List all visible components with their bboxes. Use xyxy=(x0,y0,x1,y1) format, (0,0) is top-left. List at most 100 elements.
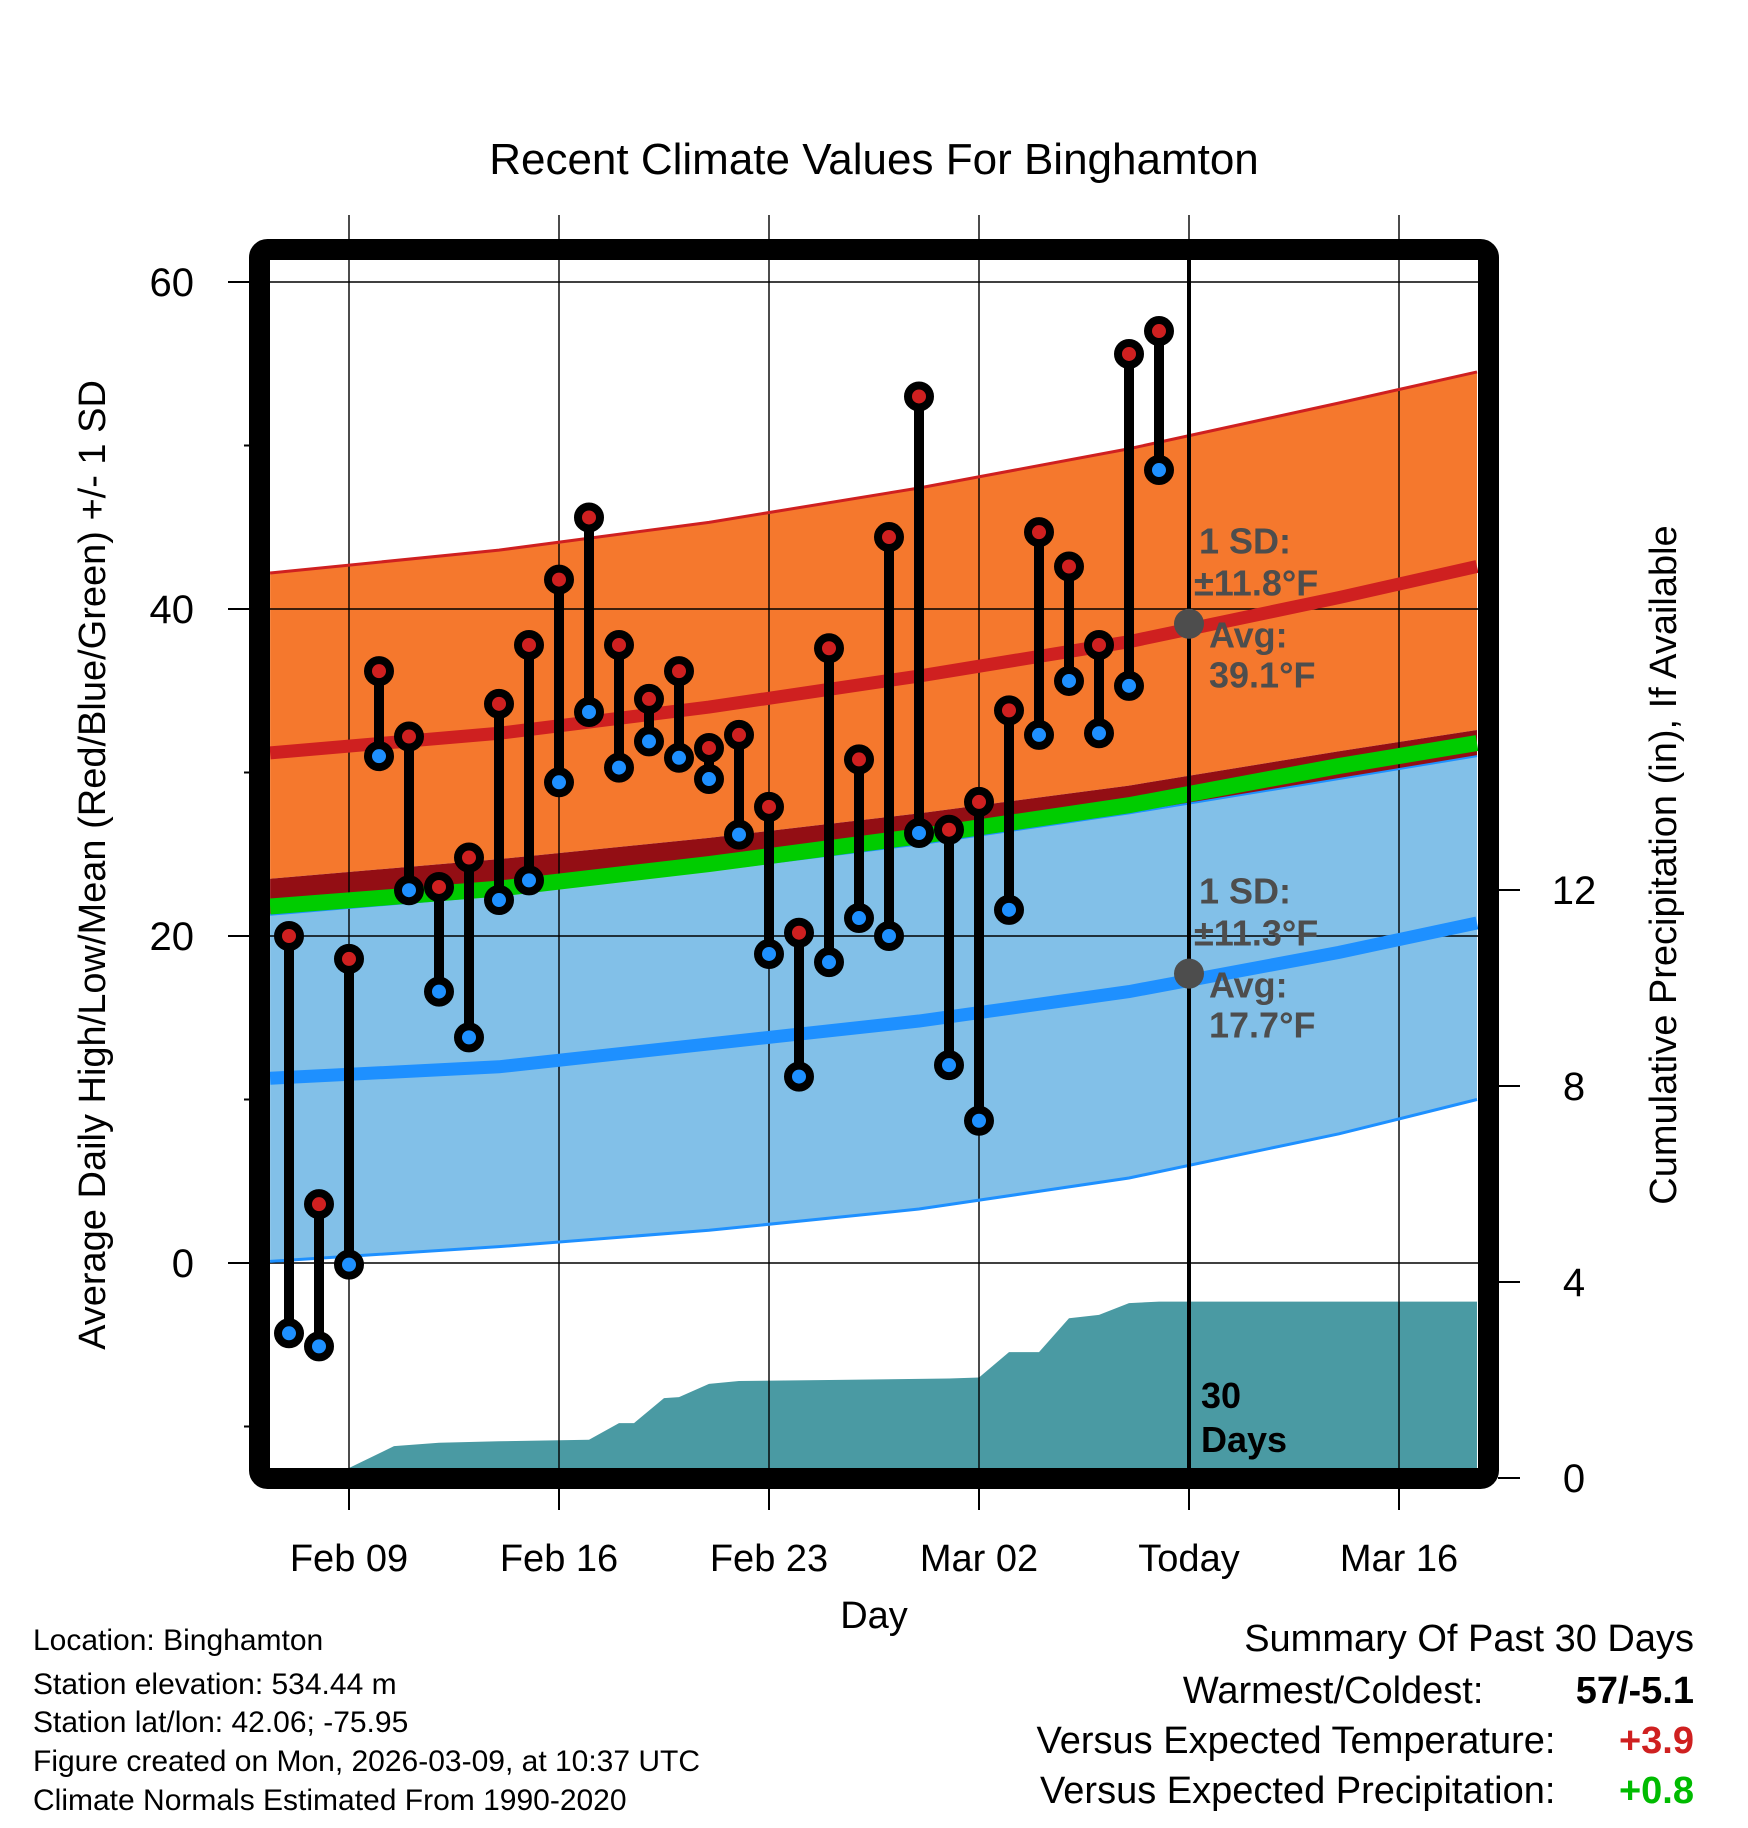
precip-anomaly-label: Versus Expected Precipitation: xyxy=(1040,1770,1556,1812)
high-avg-annotation: 39.1°F xyxy=(1209,655,1315,696)
daily-high-marker xyxy=(1114,338,1144,369)
y-axis-label: Average Daily High/Low/Mean (Red/Blue/Gr… xyxy=(72,380,114,1350)
daily-stems xyxy=(274,316,1174,1362)
daily-high-marker xyxy=(574,502,604,533)
y-tick-label: 20 xyxy=(150,915,195,959)
x-tick-label: Today xyxy=(1138,1538,1239,1580)
daily-high-marker xyxy=(904,381,934,412)
daily-record xyxy=(1144,316,1174,486)
daily-high-marker xyxy=(694,732,724,763)
precip-anomaly-value: +0.8 xyxy=(1618,1770,1694,1812)
daily-high-marker xyxy=(364,656,394,687)
summary-warmest-coldest: Warmest/Coldest: 57/-5.1 xyxy=(1183,1670,1694,1713)
daily-low-marker xyxy=(994,894,1024,925)
footer-location: Location: Binghamton xyxy=(33,1624,324,1657)
daily-high-marker xyxy=(1144,316,1174,347)
daily-record xyxy=(994,695,1024,925)
daily-low-marker xyxy=(664,742,694,773)
daily-high-marker xyxy=(1054,551,1084,582)
daily-high-marker xyxy=(994,695,1024,726)
daily-record xyxy=(304,1189,334,1362)
daily-low-marker xyxy=(724,819,754,850)
x-axis-label: Day xyxy=(840,1595,908,1637)
daily-low-marker xyxy=(634,726,664,757)
daily-high-marker xyxy=(514,629,544,660)
daily-record xyxy=(1024,517,1054,750)
daily-record xyxy=(1084,629,1114,749)
daily-low-marker xyxy=(394,875,424,906)
daily-low-marker xyxy=(1024,719,1054,750)
y-tick-label: 40 xyxy=(150,588,195,632)
daily-record xyxy=(1114,338,1144,701)
high-avg-marker xyxy=(1174,608,1204,639)
y-tick-label: 0 xyxy=(172,1242,194,1286)
daily-low-marker xyxy=(604,752,634,783)
high-avg-annotation: Avg: xyxy=(1209,615,1288,656)
daily-record xyxy=(424,871,454,1007)
x-tick-label: Feb 23 xyxy=(710,1538,828,1580)
daily-low-marker xyxy=(1114,670,1144,701)
daily-record xyxy=(724,719,754,850)
low-avg-annotation: 17.7°F xyxy=(1209,1005,1315,1046)
daily-high-marker xyxy=(1024,517,1054,548)
daily-low-marker xyxy=(454,1022,484,1053)
daily-low-marker xyxy=(514,865,544,896)
daily-record xyxy=(574,502,604,728)
y2-axis-label: Cumulative Precipitation (in), If Availa… xyxy=(1643,525,1685,1204)
daily-low-marker xyxy=(754,938,784,969)
daily-high-marker xyxy=(634,683,664,714)
daily-record xyxy=(874,522,904,951)
daily-record xyxy=(544,564,574,798)
x-tick-label: Feb 09 xyxy=(290,1538,408,1580)
summary-temp: Versus Expected Temperature: +3.9 xyxy=(1037,1720,1694,1763)
daily-record xyxy=(904,381,934,848)
warmest-coldest-label: Warmest/Coldest: xyxy=(1182,1670,1484,1712)
daily-record xyxy=(334,943,364,1280)
daily-record xyxy=(964,786,994,1136)
daily-high-marker xyxy=(604,629,634,660)
y2-tick-label: 4 xyxy=(1563,1261,1585,1305)
daily-high-marker xyxy=(424,871,454,902)
chart-title: Recent Climate Values For Binghamton xyxy=(489,135,1259,184)
daily-record xyxy=(274,921,304,1349)
daily-low-marker xyxy=(334,1249,364,1280)
precip-area-group xyxy=(349,1301,1477,1468)
high-sd-annotation: 1 SD: xyxy=(1199,521,1291,562)
daily-record xyxy=(394,721,424,906)
y-tick-label: 60 xyxy=(150,261,195,305)
low-avg-annotation: Avg: xyxy=(1209,965,1288,1006)
daily-record xyxy=(814,633,844,978)
normal-bands xyxy=(270,371,1478,1262)
daily-high-marker xyxy=(874,522,904,553)
daily-high-marker xyxy=(844,744,874,775)
daily-high-marker xyxy=(814,633,844,664)
daily-low-marker xyxy=(544,767,574,798)
daily-low-marker xyxy=(484,885,514,916)
daily-low-marker xyxy=(784,1061,814,1092)
daily-high-marker xyxy=(454,842,484,873)
daily-high-marker xyxy=(784,917,814,948)
overlap-band xyxy=(270,729,1478,915)
temp-anomaly-label: Versus Expected Temperature: xyxy=(1036,1720,1556,1762)
high-sd-band xyxy=(270,371,1478,879)
daily-record xyxy=(694,732,724,795)
daily-high-marker xyxy=(724,719,754,750)
daily-high-marker xyxy=(304,1189,334,1220)
daily-high-marker xyxy=(484,688,514,719)
today-window-label: 30 xyxy=(1201,1375,1241,1416)
daily-high-marker xyxy=(664,656,694,687)
low-sd-band xyxy=(270,756,1478,1262)
daily-record xyxy=(664,656,694,773)
daily-low-marker xyxy=(964,1105,994,1136)
daily-low-marker xyxy=(304,1331,334,1362)
daily-low-marker xyxy=(934,1050,964,1081)
low-normal-line xyxy=(270,916,1478,1085)
daily-high-marker xyxy=(934,814,964,845)
axes: 0 20 40 60 0 4 8 12 Feb 09 Feb 16 Feb 23 Mar 02 Toda… xyxy=(150,261,1597,1580)
low-sd-annotation: ±11.3°F xyxy=(1194,913,1318,954)
y2-tick-label: 0 xyxy=(1563,1457,1585,1501)
daily-low-marker xyxy=(904,817,934,848)
